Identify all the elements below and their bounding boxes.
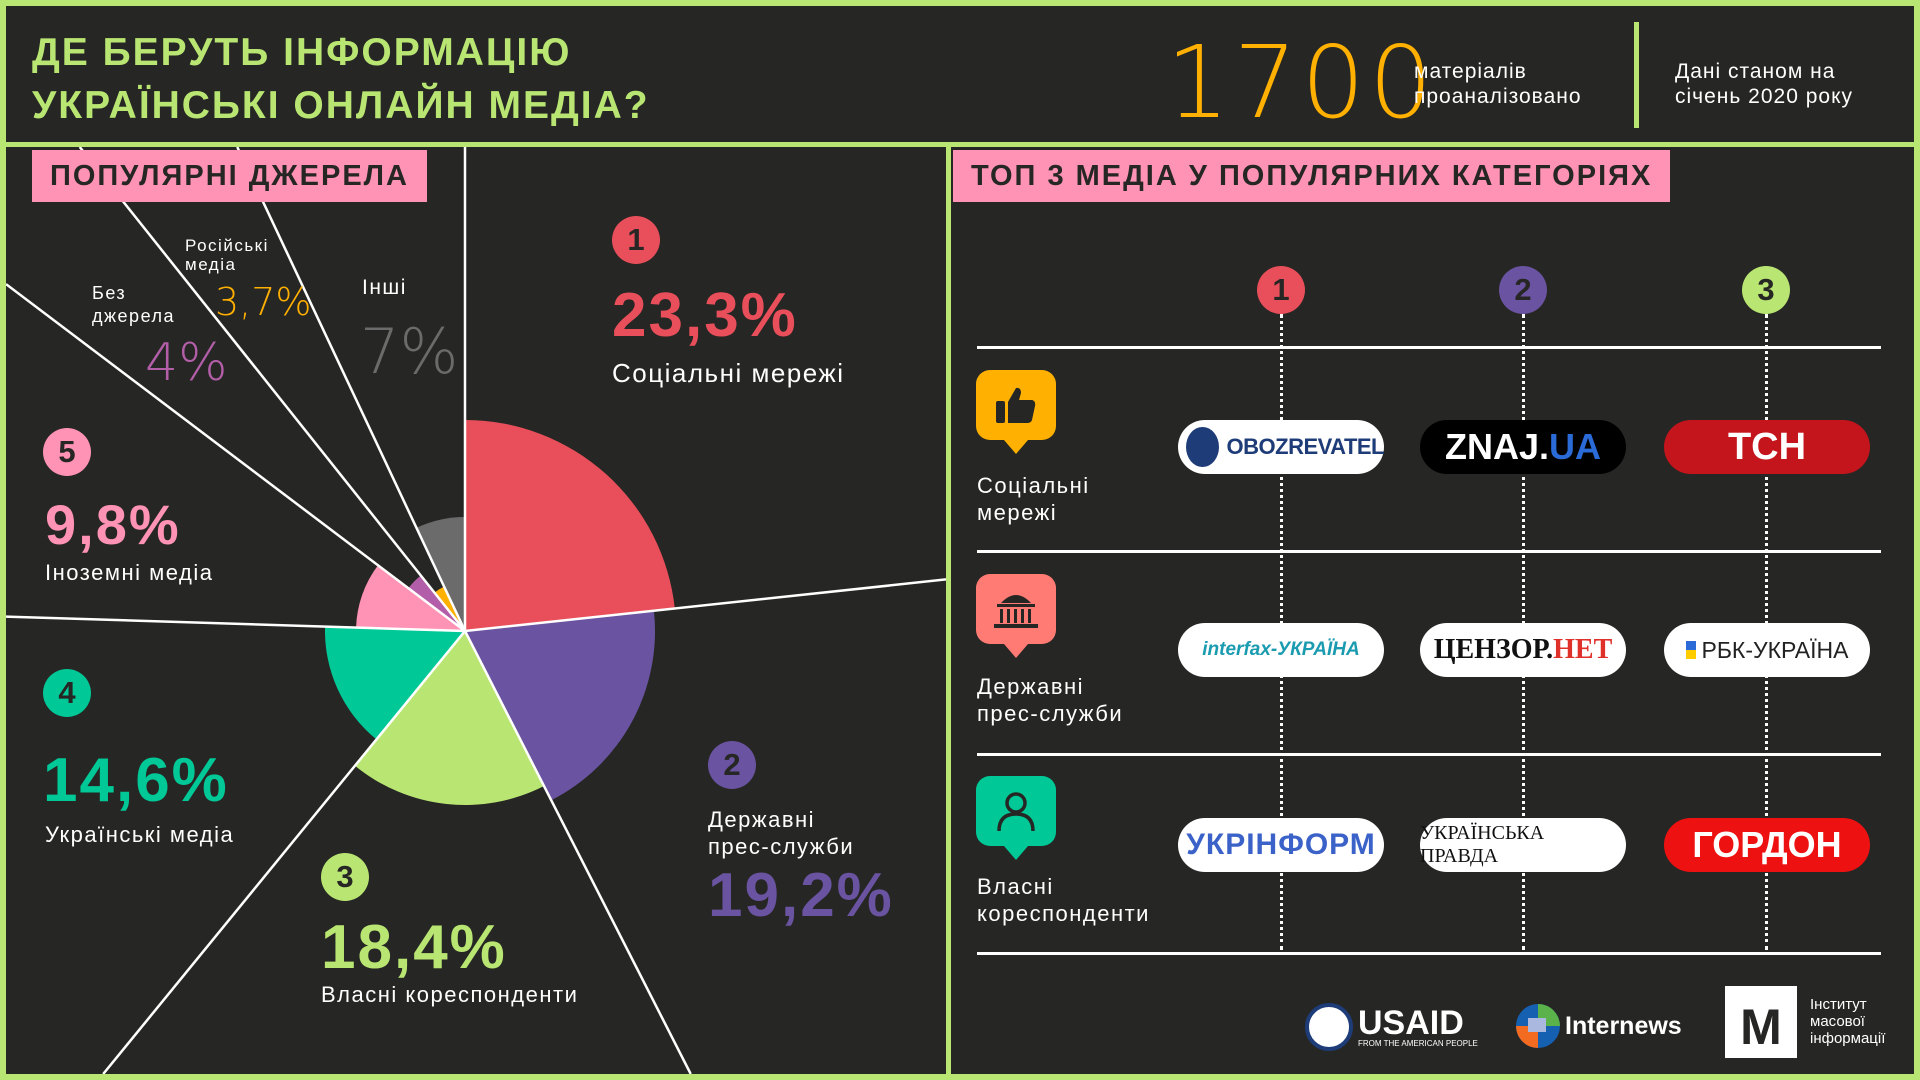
slice-label: Іноземні медіа: [45, 560, 214, 585]
slice-separator-line: [102, 630, 466, 1074]
header-separator: [1634, 22, 1639, 128]
logo-gordon: ГОРДОН: [1664, 818, 1870, 872]
rank-badge-5: 5: [43, 428, 91, 476]
column-rank-2: 2: [1499, 266, 1547, 314]
rank-badge-1: 1: [612, 216, 660, 264]
title-line: ДЕ БЕРУТЬ ІНФОРМАЦІЮ: [32, 31, 572, 74]
slice-value: 4%: [145, 333, 228, 393]
slice-value: 9,8%: [45, 493, 181, 556]
pie-slice: [356, 565, 465, 631]
government-building-icon: [976, 574, 1056, 658]
usaid-logo: USAID FROM THE AMERICAN PEOPLE: [1305, 1003, 1478, 1051]
thumbs-up-icon: [976, 370, 1056, 454]
date-label: Дані станом на січень 2020 року: [1675, 60, 1853, 108]
logo-interfax: interfax-УКРАЇНА: [1178, 623, 1384, 677]
section-title-sources: ПОПУЛЯРНІ ДЖЕРЕЛА: [32, 150, 427, 202]
slice-label: Українські медіа: [45, 822, 235, 847]
rank-badge-2: 2: [708, 741, 756, 789]
slice-label: Соціальні мережі: [612, 358, 845, 388]
logo-pravda: УКРАЇНСЬКА ПРАВДА: [1420, 818, 1626, 872]
slice-separator-line: [78, 147, 466, 632]
column-rank-3: 3: [1742, 266, 1790, 314]
slice-separator-line: [463, 630, 692, 1074]
pie-slice: [325, 626, 465, 740]
slice-separator-line: [6, 283, 466, 632]
slice-label: Російські медіа: [185, 236, 269, 274]
pie-slice: [465, 420, 675, 631]
column-rank-1: 1: [1257, 266, 1305, 314]
pie-slice: [465, 610, 655, 801]
rank-badge-3: 3: [321, 853, 369, 901]
slice-value: 18,4%: [321, 913, 507, 982]
row-divider: [977, 346, 1881, 349]
slice-separator-line: [464, 578, 946, 633]
pie-chart: [6, 147, 946, 1074]
category-label: Соціальні мережі: [977, 473, 1090, 525]
usaid-seal-icon: [1305, 1003, 1353, 1051]
internews-logo: Internews: [1515, 1003, 1682, 1049]
logo-znaj-ua: ZNAJ. UA: [1420, 420, 1626, 474]
row-divider: [977, 753, 1881, 756]
logo-tsn: ТСН: [1664, 420, 1870, 474]
slice-separator-line: [236, 147, 467, 632]
globe-icon: [1186, 427, 1219, 467]
slice-value: 23,3%: [612, 281, 798, 350]
category-label: Державні прес-служби: [977, 674, 1124, 726]
row-divider: [977, 550, 1881, 553]
internews-mark-icon: [1516, 1004, 1560, 1048]
imi-logo: М: [1725, 986, 1797, 1058]
slice-separator-line: [6, 615, 466, 633]
title-line: УКРАЇНСЬКІ ОНЛАЙН МЕДІА?: [32, 84, 650, 127]
logo-censor-net: ЦЕНЗОР. НЕТ: [1420, 623, 1626, 677]
row-divider: [977, 952, 1881, 955]
slice-value: 19,2%: [708, 861, 894, 930]
category-label: Власні кореспонденти: [977, 874, 1150, 926]
panel-divider: [946, 142, 951, 1080]
pie-slice: [354, 631, 544, 805]
logo-ukrinform: УКРІНФОРМ: [1178, 818, 1384, 872]
slice-value: 3,7%: [215, 280, 312, 324]
page-title: ДЕ БЕРУТЬ ІНФОРМАЦІЮ УКРАЇНСЬКІ ОНЛАЙН МЕ…: [32, 26, 650, 132]
materials-count: 1700: [1166, 24, 1437, 141]
section-title-top3: ТОП 3 МЕДІА У ПОПУЛЯРНИХ КАТЕГОРІЯХ: [953, 150, 1671, 202]
imi-name: Інститут масової інформації: [1810, 996, 1886, 1047]
pie-slice: [408, 575, 465, 631]
slice-value: 14,6%: [43, 746, 229, 815]
slice-value: 7%: [360, 315, 459, 388]
person-icon: [976, 776, 1056, 860]
slice-label: Інші: [362, 276, 407, 299]
flag-icon: [1685, 641, 1696, 659]
count-label: матеріалів проаналізовано: [1414, 60, 1582, 108]
slice-label: Власні кореспонденти: [321, 982, 579, 1007]
logo-rbc-ukraine: РБК-УКРАЇНА: [1664, 623, 1870, 677]
logo-obozrevatel: OBOZREVATEL: [1178, 420, 1385, 474]
slice-label: Державні прес-служби: [708, 807, 855, 859]
slice-label: Без джерела: [92, 283, 175, 326]
rank-badge-4: 4: [43, 669, 91, 717]
header-divider: [0, 142, 1920, 147]
